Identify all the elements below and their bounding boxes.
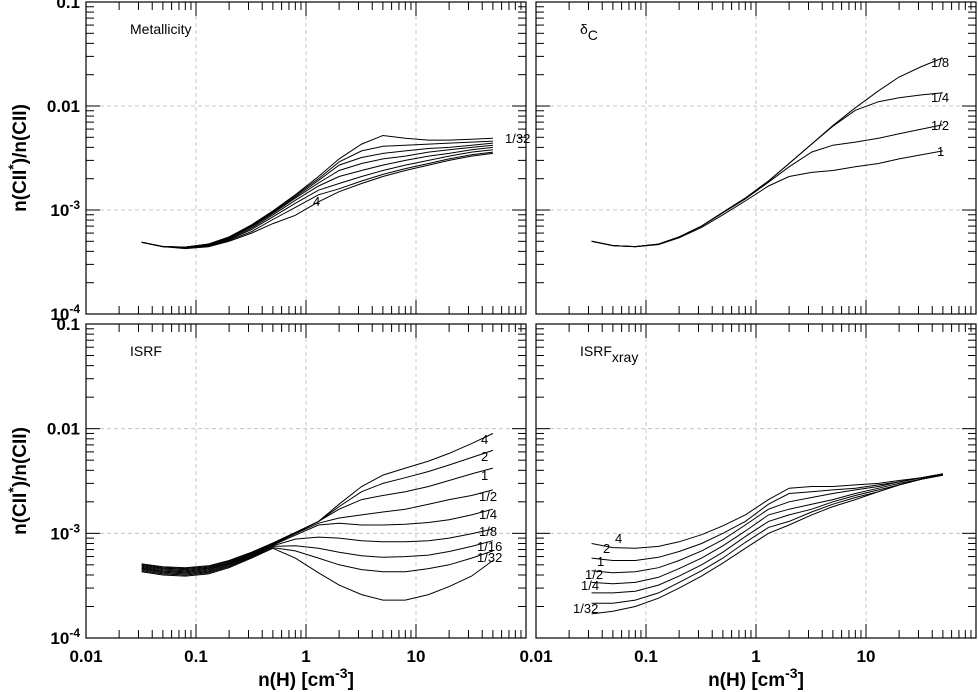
x-tick-label: 0.01: [519, 647, 552, 666]
series-label: 4: [481, 432, 488, 447]
y-axis-label: n(CII*)/n(CII): [5, 104, 31, 212]
series-label: 1/4: [931, 90, 949, 105]
panel-top-right: δC 1/8 1/4 1/2 1: [535, 1, 977, 315]
series-line-1-32: [141, 547, 494, 601]
series-line-4: [141, 152, 493, 250]
plot-frame: [85, 323, 527, 639]
y-tick-label: 10-4: [50, 626, 80, 648]
series-label: 1: [937, 144, 944, 159]
series-label: 1/2: [931, 118, 949, 133]
series-line-1: [591, 473, 943, 574]
series-line-1: [591, 150, 943, 248]
series-label: 1/32: [477, 550, 502, 565]
series-line-1-4: [591, 474, 943, 594]
series-label: 1/4: [479, 507, 497, 522]
x-tick-label: 0.01: [69, 647, 102, 666]
y-tick-label: 0.1: [56, 0, 80, 12]
series-line-1-4: [591, 92, 943, 248]
series-label: 1/8: [931, 55, 949, 70]
x-axis-label: n(H) [cm-3]: [258, 665, 354, 691]
series-line-1-8: [141, 528, 494, 574]
x-tick-label: 10: [407, 647, 426, 666]
series-line-1-2: [591, 124, 943, 248]
y-tick-label: 10-3: [50, 198, 80, 220]
series-label: 4: [313, 194, 320, 209]
series-label: 1: [597, 554, 604, 569]
series-line-1-2: [141, 489, 494, 572]
x-axis-label: n(H) [cm-3]: [708, 665, 804, 691]
y-tick-label: 0.1: [56, 315, 80, 334]
series-label: 1/4: [581, 578, 599, 593]
series-line-2: [141, 449, 494, 570]
series-line-1-16: [141, 540, 494, 575]
y-axis-label: n(CII*)/n(CII): [5, 427, 31, 535]
series-line-4: [141, 433, 494, 569]
x-tick-label: 0.1: [184, 647, 208, 666]
series-line-2: [591, 473, 943, 561]
panel-title: ISRFxray: [580, 343, 638, 365]
series-label: 1: [481, 468, 488, 483]
x-tick-label: 10: [857, 647, 876, 666]
series-label: 1/2: [585, 567, 603, 582]
plot-frame: [85, 1, 527, 315]
y-tick-label: 0.01: [47, 420, 80, 439]
series-line: [591, 474, 943, 604]
series-line: [141, 547, 494, 576]
y-tick-label: 10-3: [50, 521, 80, 543]
plot-frame: [535, 323, 977, 639]
series-label: 1/8: [479, 524, 497, 539]
series-label: 1/16: [477, 539, 502, 554]
x-tick-label: 0.1: [634, 647, 658, 666]
series-line-4: [591, 473, 943, 549]
panel-bottom-right: 0.01 0.1 1 10n(H) [cm-3]ISRFxray4211/21/41/…: [519, 323, 977, 691]
series-line-1: [141, 467, 494, 571]
panel-title: δC: [580, 21, 598, 43]
y-tick-label: 0.01: [47, 97, 80, 116]
series-label: 1/32: [573, 601, 598, 616]
series-label: 1/32: [505, 131, 530, 146]
series-line-1-4: [141, 508, 494, 573]
series-label: 1/2: [479, 489, 497, 504]
series-line-1-2: [591, 473, 944, 585]
plot-frame: [535, 1, 977, 315]
panel-title: Metallicity: [130, 21, 191, 37]
x-tick-label: 1: [301, 647, 310, 666]
series-line: [141, 151, 493, 249]
series-label: 4: [615, 531, 622, 546]
series-label: 2: [603, 541, 610, 556]
series-label: 2: [481, 449, 488, 464]
panel-top-left: 0.10.0110-310-4n(CII*)/n(CII)Metallicity…: [5, 0, 530, 324]
series-line-1-8: [591, 57, 944, 248]
x-tick-label: 1: [751, 647, 760, 666]
series-line-1-32: [591, 474, 943, 615]
panel-title: ISRF: [130, 343, 162, 359]
